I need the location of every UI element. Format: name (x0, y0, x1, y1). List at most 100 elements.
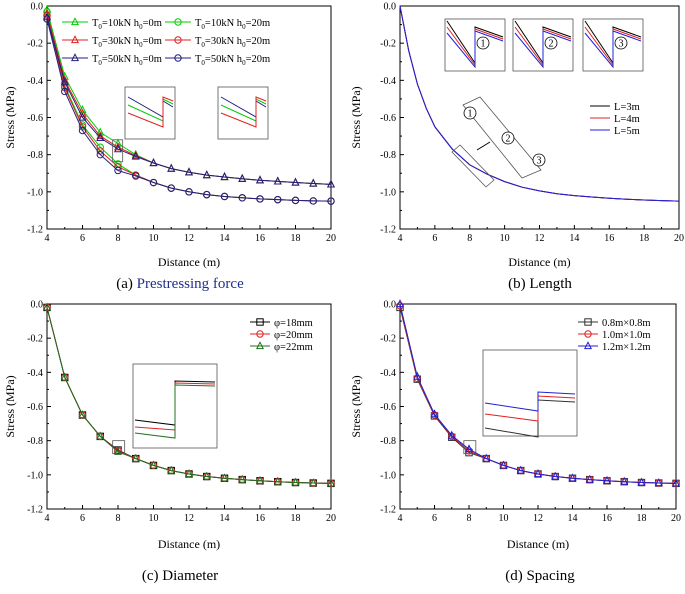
x-tick-label: 4 (45, 233, 50, 244)
y-tick-label: -0.8 (27, 436, 43, 447)
annotation-circle (614, 36, 628, 50)
data-point (132, 172, 140, 180)
y-axis-label: Stress (MPa) (3, 86, 17, 148)
panel-1: 4 6 8 10 12 14 16 18 20 0.0 -0.2 -0.4 -0.6 -0.8 -1.0 -1… (3, 2, 336, 293)
data-point (395, 299, 405, 308)
zoom-insets (112, 363, 218, 455)
y-tick-label: 0.0 (31, 2, 44, 13)
y-axis-label: Stress (MPa) (349, 86, 363, 148)
inset-curve (446, 30, 504, 69)
caption-prefix: (d) (505, 568, 526, 584)
data-point (203, 190, 211, 199)
panel-4: 4 6 8 10 12 14 16 18 20 0.0 -0.2 -0.4 -0.6 -0.8 -1.0 -1… (349, 299, 681, 584)
data-point (60, 77, 69, 86)
legend-marker (256, 330, 264, 338)
data-point (309, 478, 318, 487)
legend-text: =20m (246, 54, 271, 65)
x-tick-label: 18 (637, 513, 647, 524)
legend-text: =30kN h (102, 36, 140, 47)
caption-text: Diameter (162, 568, 218, 584)
legend-sub: 0 (242, 59, 246, 67)
x-tick-label: 12 (535, 233, 545, 244)
legend-text: =0m (143, 54, 162, 65)
data-point (238, 173, 247, 182)
series-line-3 (399, 5, 680, 202)
legend-marker (174, 54, 182, 62)
data-point (167, 465, 176, 474)
panel-2: 4 6 8 10 12 14 16 18 200.0-0.2-0.4-0.6-0.8-1.0-1… (349, 2, 684, 293)
x-tick-label: 16 (602, 513, 612, 524)
legend-text: =10kN h (102, 18, 140, 29)
data-point (167, 184, 175, 192)
data-point (113, 446, 123, 455)
data-point (516, 465, 525, 474)
inset-curve (584, 30, 642, 69)
x-tick-label: 4 (398, 513, 403, 524)
inset-box (124, 86, 176, 140)
data-point (273, 476, 282, 485)
annotation-number: 3 (619, 39, 624, 50)
data-point (114, 166, 122, 175)
x-tick-label: 20 (674, 233, 684, 244)
series-line-1 (46, 9, 332, 185)
legend-sub: 0 (98, 23, 102, 31)
legend-sub: 0 (242, 41, 246, 49)
data-point (78, 112, 87, 121)
data-point (671, 478, 681, 487)
y-tick-label: -0.8 (380, 150, 396, 161)
highlight-box (463, 440, 477, 455)
inset-curve (220, 96, 267, 128)
data-point (430, 411, 439, 419)
data-point (238, 194, 246, 202)
y-tick-label: -1.0 (27, 187, 43, 198)
data-point (184, 167, 194, 176)
data-point (551, 471, 560, 480)
y-tick-label: -1.0 (380, 470, 396, 481)
data-point (654, 478, 663, 487)
x-tick-label: 18 (639, 233, 649, 244)
highlight-box (112, 440, 126, 455)
y-tick-label: -1.0 (380, 187, 396, 198)
legend-label: L=5m (614, 126, 640, 137)
panel-caption: (c) Diameter (142, 568, 218, 584)
data-point (430, 409, 439, 418)
x-tick-label: 14 (220, 233, 230, 244)
data-point (291, 177, 300, 186)
annotation-number: 2 (506, 134, 511, 145)
legend-label: 0.8m×0.8m (602, 318, 651, 329)
y-tick-label: -1.2 (380, 505, 396, 516)
data-point (291, 196, 300, 205)
legend-sub: 0 (242, 23, 246, 31)
legend-marker (584, 318, 592, 326)
series-line-5 (46, 16, 332, 185)
legend-marker (583, 341, 593, 350)
data-point (185, 188, 193, 196)
data-point (327, 197, 335, 205)
x-tick-label: 4 (398, 233, 403, 244)
data-point (585, 474, 594, 483)
y-tick-label: -1.2 (380, 225, 396, 236)
x-tick-label: 20 (671, 513, 681, 524)
x-tick-label: 20 (326, 513, 336, 524)
data-point (637, 477, 646, 486)
y-tick-label: -0.2 (27, 39, 43, 50)
data-point (309, 178, 318, 187)
x-axis-label: Distance (m) (158, 537, 220, 551)
legend-label: 1.0m×1.0m (602, 330, 651, 341)
x-tick-label: 18 (291, 513, 301, 524)
legend-text: T (195, 54, 202, 65)
legend-sub: 0 (201, 59, 205, 67)
y-axis-label: Stress (MPa) (349, 375, 363, 437)
data-point (447, 430, 456, 439)
legend-label: T0=30kN h0=20m (195, 36, 270, 49)
y-tick-label: -0.4 (380, 368, 396, 379)
data-point (96, 431, 105, 440)
series-line-4 (46, 15, 332, 202)
data-point (273, 176, 282, 185)
data-point (113, 142, 123, 151)
x-tick-label: 18 (291, 233, 301, 244)
data-point (60, 372, 69, 381)
legend-marker (174, 36, 182, 44)
